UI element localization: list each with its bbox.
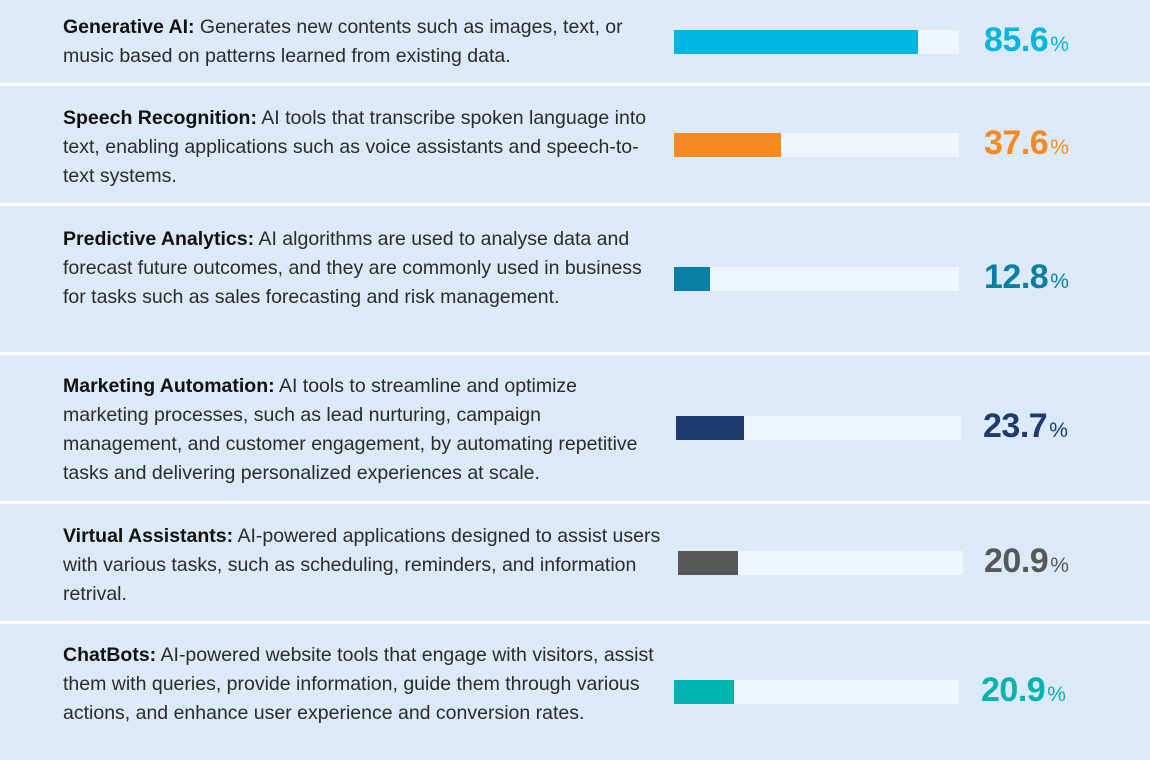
value-label: 23.7%	[983, 407, 1123, 446]
category-description-text: AI-powered applications designed to assi…	[63, 525, 661, 605]
category-label: Marketing Automation:	[63, 375, 275, 397]
bar	[674, 29, 918, 54]
category-description: ChatBots: AI-powered website tools that …	[63, 641, 663, 728]
value-number: 37.6	[984, 123, 1049, 162]
category-description: Marketing Automation: AI tools to stream…	[63, 372, 663, 488]
chart-row: Marketing Automation: AI tools to stream…	[0, 355, 1150, 501]
bar	[674, 680, 734, 704]
value-label: 85.6%	[984, 21, 1124, 60]
category-description-text: AI algorithms are used to analyse data a…	[63, 228, 642, 308]
category-label: Virtual Assistants:	[63, 525, 234, 547]
value-label: 12.8%	[984, 258, 1124, 297]
category-description-text: AI tools to streamline and optimize mark…	[63, 375, 638, 484]
bar	[674, 267, 710, 291]
value-number: 12.8	[984, 258, 1049, 296]
chart-row: ChatBots: AI-powered website tools that …	[0, 624, 1150, 760]
bar	[676, 416, 744, 440]
percent-sign: %	[1050, 32, 1069, 56]
percent-sign: %	[1050, 553, 1069, 577]
chart-row: Virtual Assistants: AI-powered applicati…	[0, 504, 1150, 621]
bar-track	[678, 550, 963, 575]
bar-track	[674, 680, 959, 704]
value-label: 37.6%	[984, 124, 1124, 163]
bar-track	[676, 416, 961, 440]
percent-sign: %	[1049, 419, 1068, 442]
chart-row: Generative AI: Generates new contents su…	[0, 0, 1150, 83]
category-description-text: Generates new contents such as images, t…	[63, 16, 623, 67]
value-label: 20.9%	[981, 671, 1121, 710]
percent-sign: %	[1047, 683, 1066, 706]
bar	[674, 132, 781, 157]
category-label: Predictive Analytics:	[63, 228, 255, 250]
category-description: Speech Recognition: AI tools that transc…	[63, 104, 663, 191]
category-description: Virtual Assistants: AI-powered applicati…	[63, 522, 663, 609]
category-label: Speech Recognition:	[63, 107, 257, 129]
chart-row: Predictive Analytics: AI algorithms are …	[0, 206, 1150, 352]
bar-track	[674, 132, 959, 157]
category-label: Generative AI:	[63, 16, 195, 38]
value-number: 20.9	[981, 671, 1046, 709]
bar-track	[674, 29, 959, 54]
bar-track	[674, 267, 959, 291]
category-description: Predictive Analytics: AI algorithms are …	[63, 225, 663, 312]
bar	[678, 550, 738, 575]
category-description: Generative AI: Generates new contents su…	[63, 13, 663, 71]
percent-sign: %	[1050, 270, 1069, 293]
value-number: 20.9	[984, 541, 1049, 580]
category-label: ChatBots:	[63, 644, 157, 666]
category-description-text: AI-powered website tools that engage wit…	[63, 644, 654, 724]
percent-sign: %	[1050, 135, 1069, 159]
value-number: 23.7	[983, 407, 1048, 445]
value-number: 85.6	[984, 20, 1049, 59]
chart-row: Speech Recognition: AI tools that transc…	[0, 86, 1150, 203]
value-label: 20.9%	[984, 542, 1124, 581]
category-description-text: AI tools that transcribe spoken language…	[63, 107, 647, 187]
